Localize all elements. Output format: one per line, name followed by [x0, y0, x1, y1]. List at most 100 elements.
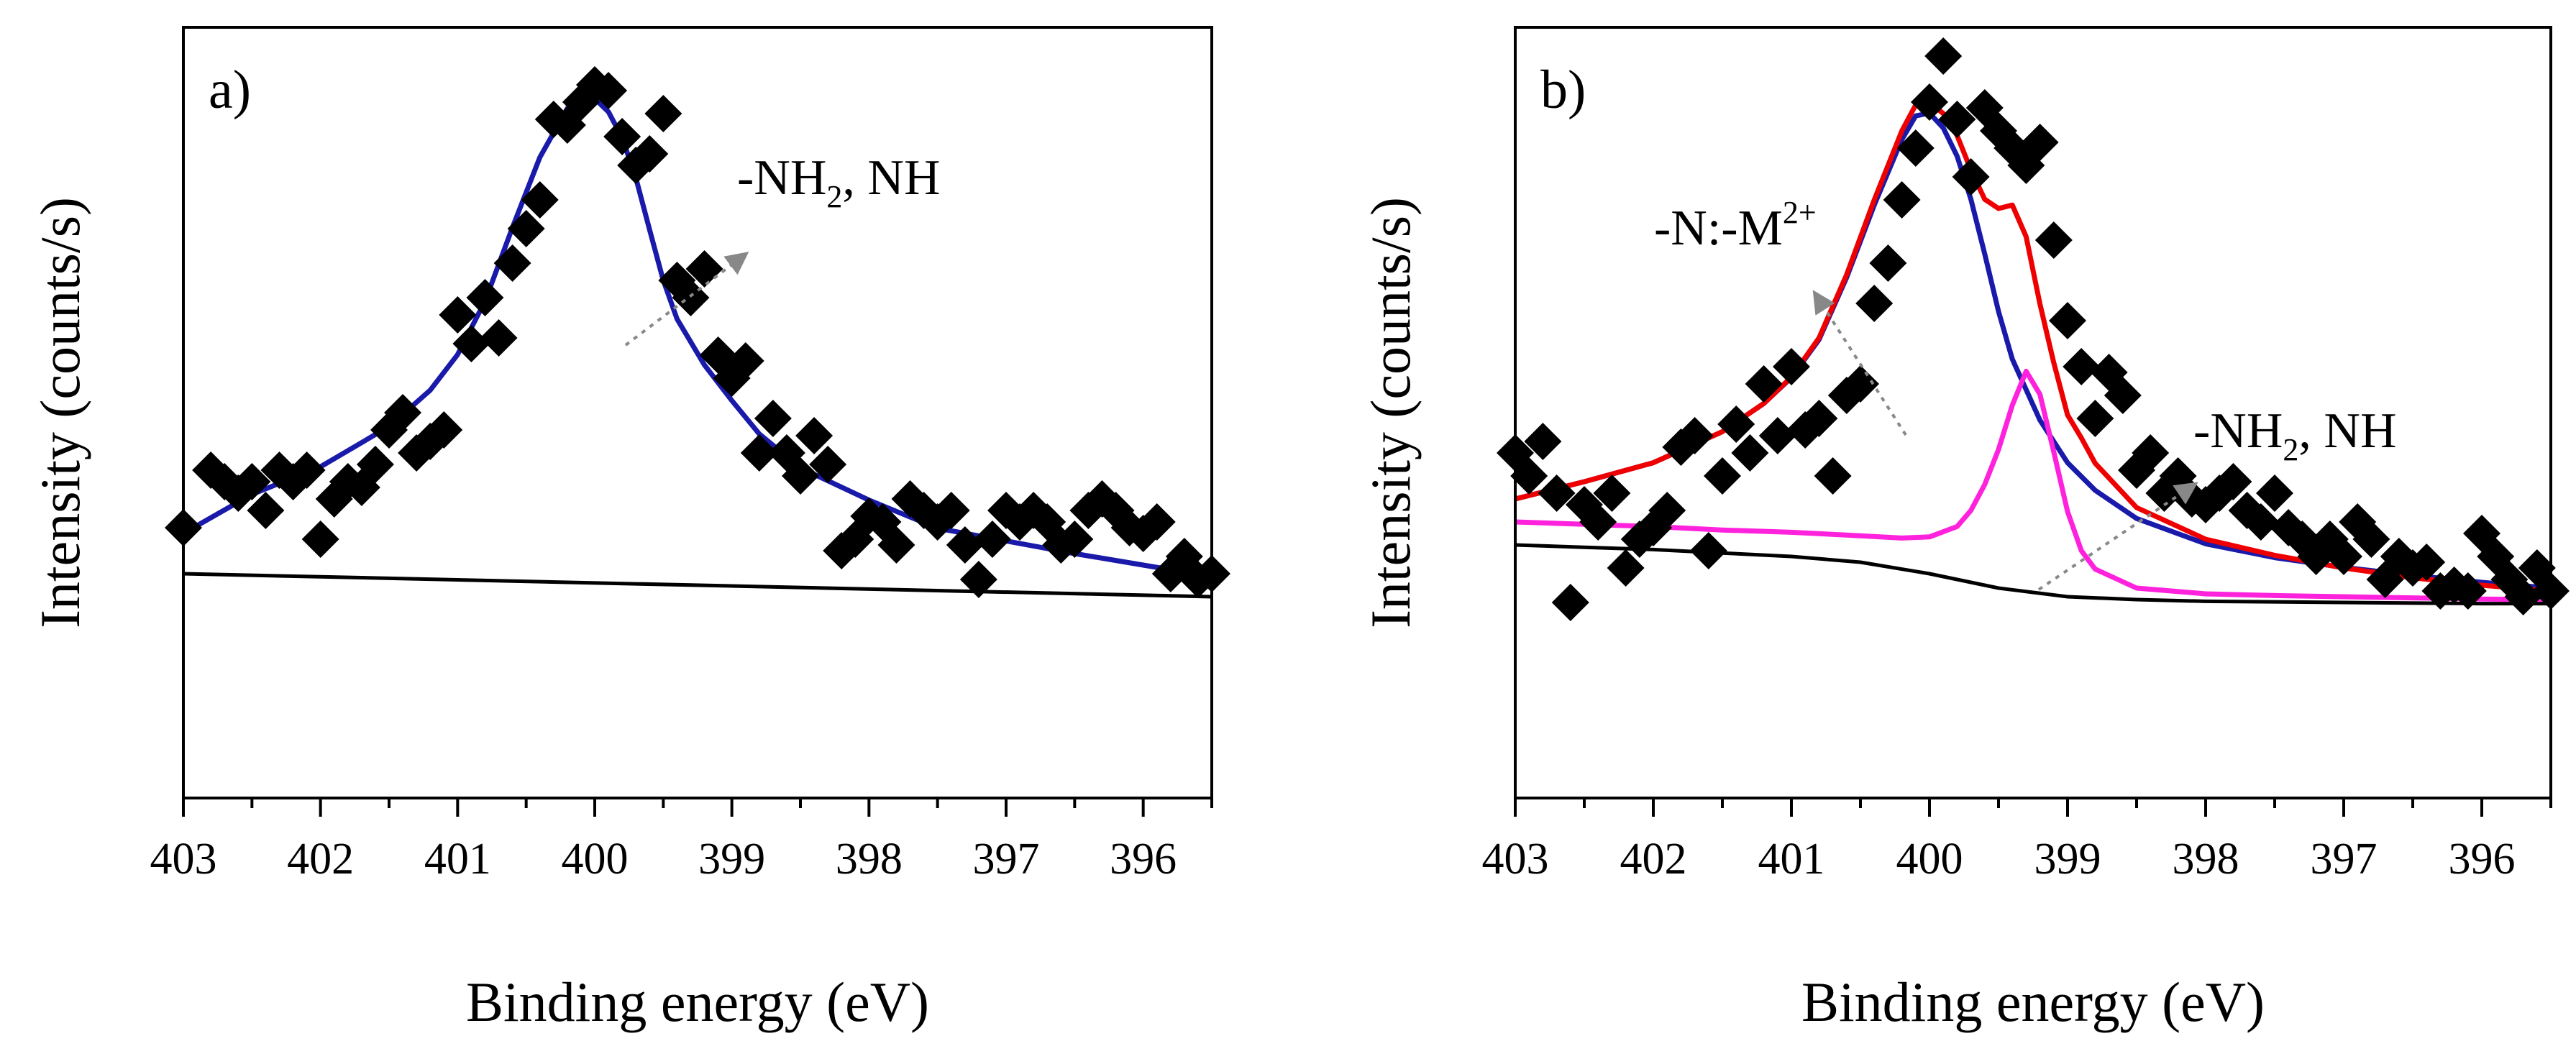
- panel-b-data-point: [2449, 572, 2487, 610]
- panel-a-data-point: [521, 181, 559, 219]
- panel-a-data-point: [452, 325, 490, 362]
- panel-b-series-layer: [1497, 37, 2570, 621]
- panel-b-data-point: [1952, 158, 1990, 196]
- panel-b-x-tick-label: 398: [2173, 835, 2239, 884]
- panel-b-data-point: [2325, 538, 2362, 575]
- panel-a-data-point: [1138, 503, 1176, 541]
- panel-b-data-point: [1593, 475, 1631, 512]
- panel-a-label: a): [209, 60, 251, 120]
- panel-a-data-point: [809, 446, 847, 483]
- panel-a-data-point: [356, 446, 394, 483]
- panel-a-frame: [182, 26, 1213, 799]
- panel-a-series-layer: [165, 66, 1230, 599]
- panel-a-data-point: [959, 561, 997, 598]
- panel-a-data-point: [740, 434, 778, 472]
- panel-a-data-point: [754, 400, 792, 437]
- panel-b-data-point: [2034, 221, 2073, 259]
- panel-a-y-axis-title: Intensity (counts/s): [29, 197, 91, 628]
- panel-b-data-point: [1911, 83, 1948, 121]
- panel-b-data-point: [1704, 457, 1741, 495]
- panel-b-label: b): [1540, 60, 1586, 120]
- panel-a-data-point: [480, 319, 518, 357]
- panel-b-data-point: [1800, 400, 1838, 437]
- panel-b-data-point: [2132, 434, 2170, 472]
- panel-b-data-point: [1689, 532, 1727, 569]
- panel-b-annotation-nm: -N:-M2+: [1654, 195, 1817, 256]
- panel-a-data-point: [795, 417, 833, 454]
- panel-a-data-point: [644, 95, 682, 132]
- panel-b-line-series-4: [1515, 543, 2551, 606]
- panel-a-data-point: [782, 457, 819, 495]
- panel-b-data-point: [1773, 348, 1810, 385]
- panel-b-data-point: [2104, 377, 2142, 414]
- panel-b-x-tick-label: 402: [1620, 835, 1687, 884]
- panel-b: 403 402 401 400 399 398 397 396 b) Binding ener…: [1359, 26, 2570, 1033]
- panel-b-frame: [1514, 26, 2552, 799]
- panel-a: 403 402 401 400 399 398 397 396 a) Binding ener…: [29, 26, 1230, 1033]
- panel-a-data-point: [466, 279, 504, 316]
- panel-a-x-tick-label: 403: [150, 835, 217, 884]
- panel-a-data-point: [946, 526, 984, 564]
- panel-b-data-point: [2076, 400, 2114, 437]
- panel-b-data-point: [2063, 348, 2101, 385]
- panel-b-data-point: [2504, 578, 2542, 615]
- panel-b-data-point: [1855, 285, 1894, 322]
- panel-a-x-tick-label: 398: [836, 835, 903, 884]
- panel-a-data-point: [603, 118, 641, 155]
- panel-b-data-point: [1717, 405, 1755, 443]
- panel-b-data-point: [1607, 549, 1645, 587]
- panel-b-data-point: [1538, 475, 1576, 512]
- panel-b-x-tick-label: 399: [2034, 835, 2101, 884]
- panel-b-data-point: [1896, 129, 1935, 167]
- panel-a-data-point: [384, 394, 422, 431]
- panel-a-data-point: [590, 72, 628, 109]
- panel-a-data-point: [507, 210, 545, 247]
- panel-b-data-point: [1551, 584, 1589, 621]
- panel-b-x-ticks: 403 402 401 400 399 398 397 396: [1482, 798, 2552, 884]
- panel-b-data-point: [2256, 475, 2293, 512]
- panel-b-data-point: [1842, 365, 1879, 403]
- panel-a-data-point: [439, 296, 477, 334]
- panel-a-data-point: [425, 411, 463, 449]
- panel-a-annotation-nh: -NH2, NH: [737, 150, 941, 214]
- panel-b-data-point: [1676, 417, 1714, 454]
- panel-b-x-tick-label: 403: [1482, 835, 1549, 884]
- panel-b-data-point: [1924, 37, 1963, 75]
- panel-a-data-point: [631, 135, 669, 173]
- panel-b-annotation-arrow-nm: [1812, 290, 1907, 436]
- panel-b-data-point: [2408, 544, 2446, 581]
- panel-b-data-point: [1745, 365, 1783, 403]
- panel-b-data-point: [1883, 181, 1921, 219]
- panel-b-data-point: [1814, 457, 1852, 495]
- panel-a-data-point: [288, 451, 326, 489]
- panel-b-x-tick-label: 400: [1896, 835, 1963, 884]
- panel-b-annotation-nh: -NH2, NH: [2193, 403, 2397, 467]
- panel-b-x-tick-label: 397: [2311, 835, 2378, 884]
- panel-a-data-point: [932, 492, 970, 529]
- panel-a-x-tick-label: 402: [287, 835, 354, 884]
- panel-a-data-point: [1056, 521, 1094, 558]
- panel-b-data-point: [2352, 521, 2390, 558]
- panel-a-x-tick-label: 396: [1110, 835, 1177, 884]
- panel-b-data-point: [1579, 503, 1617, 541]
- panel-b-data-point: [1510, 457, 1548, 495]
- panel-b-annotation-arrow-nh: [2037, 482, 2198, 591]
- panel-a-x-tick-label: 397: [973, 835, 1040, 884]
- panel-b-data-point: [2049, 302, 2086, 339]
- panel-a-data-point: [877, 526, 915, 564]
- panel-b-data-point: [2214, 463, 2252, 500]
- panel-b-data-point: [1938, 101, 1976, 138]
- panel-b-line-series-3: [1515, 368, 2552, 602]
- panel-a-data-point: [247, 492, 285, 529]
- panel-a-line-series-2: [183, 572, 1212, 599]
- panel-b-x-tick-label: 401: [1758, 835, 1825, 884]
- panel-a-x-ticks: 403 402 401 400 399 398 397 396: [150, 798, 1213, 884]
- panel-a-data-point: [233, 463, 271, 500]
- panel-a-data-point: [301, 521, 339, 558]
- panel-a-x-axis-title: Binding energy (eV): [466, 971, 929, 1033]
- panel-b-data-point: [1524, 423, 1562, 460]
- panel-a-data-point: [726, 342, 764, 380]
- panel-a-data-point: [685, 250, 723, 288]
- panel-b-x-axis-title: Binding energy (eV): [1801, 971, 2265, 1033]
